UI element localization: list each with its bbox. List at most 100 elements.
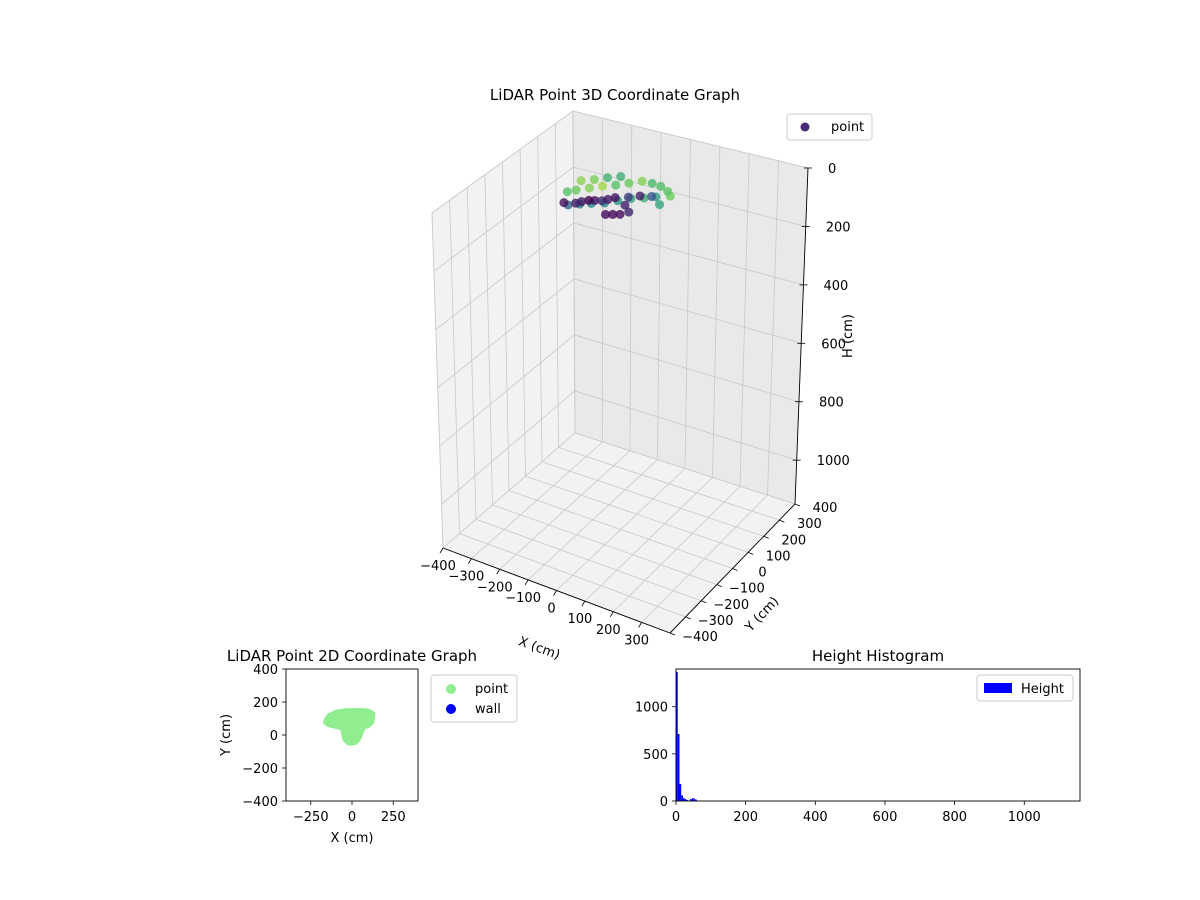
x-tick-3d — [439, 547, 444, 554]
y-tick-3d — [763, 535, 769, 539]
x-tick-label-3d: −200 — [477, 580, 513, 595]
data-2d — [323, 707, 376, 746]
x-tick-label-histogram: 800 — [942, 810, 967, 825]
histogram-bar — [695, 799, 697, 801]
point-3d — [624, 178, 634, 188]
chart-2d: LiDAR Point 2D Coordinate Graph −250 0 250… — [219, 647, 518, 846]
grid-line-z — [439, 334, 800, 447]
grid-line-y-wall — [554, 123, 559, 448]
x-tick-label-histogram: 1000 — [1008, 810, 1041, 825]
x-tick-label-3d: −300 — [449, 570, 485, 585]
grid-line-y — [475, 518, 702, 602]
histogram-bar — [686, 800, 689, 801]
histogram-bar — [676, 671, 678, 801]
point-3d — [603, 173, 613, 183]
y-axis-label-2d: Y (cm) — [219, 714, 234, 757]
grid-line-y-wall — [502, 161, 510, 491]
legend-3d-frame — [786, 113, 873, 141]
z-axis-label-3d: H (cm) — [841, 314, 856, 358]
point-3d — [576, 176, 586, 186]
histogram-bar — [693, 798, 696, 801]
y-tick-label-2d: 400 — [253, 663, 278, 678]
z-tick-label-3d: 400 — [823, 279, 848, 294]
point-3d — [655, 200, 665, 210]
z-tick-label-3d: 1000 — [817, 454, 850, 469]
grid-line-y-wall — [484, 174, 493, 505]
point-3d — [615, 209, 625, 219]
point-3d — [603, 194, 613, 204]
x-axis-label-3d: X (cm) — [516, 634, 562, 663]
y-tick-label-2d: −200 — [242, 762, 278, 777]
y-tick-label-histogram: 0 — [660, 795, 668, 810]
y-tick-label-2d: 0 — [270, 729, 278, 744]
histogram-bar — [682, 798, 685, 801]
chart-3d-title: LiDAR Point 3D Coordinate Graph — [490, 86, 740, 104]
y-tick-label-3d: 400 — [813, 501, 838, 516]
chart-histogram: Height Histogram 0 200 400 600 800 1000 0 500 10… — [635, 647, 1081, 825]
y-tick-label-3d: 0 — [758, 566, 766, 581]
ticks-histogram: 0 200 400 600 800 1000 0 500 1000 — [635, 701, 1041, 825]
x-tick-label-2d: 250 — [381, 810, 406, 825]
grid-line-y — [541, 461, 764, 537]
grid-line-y-wall — [431, 212, 444, 549]
histogram-bars — [676, 671, 697, 801]
y-tick-3d — [701, 600, 707, 604]
legend-3d-label: point — [831, 120, 864, 135]
plot-frame-histogram — [675, 668, 1081, 802]
grid-line-z — [435, 222, 804, 330]
y-tick-label-histogram: 500 — [643, 748, 668, 763]
x-tick-label-3d: −100 — [505, 591, 541, 606]
legend-3d: point — [786, 113, 873, 141]
x-tick-3d — [524, 579, 529, 586]
grid-line-y-wall — [519, 149, 526, 477]
point-3d — [616, 172, 626, 182]
point-3d — [663, 186, 673, 196]
y-tick-label-histogram: 1000 — [635, 701, 668, 716]
point-3d — [601, 209, 611, 219]
point-3d — [624, 207, 634, 217]
y-tick-3d — [669, 632, 676, 636]
y-tick-label-2d: 200 — [253, 696, 278, 711]
y-tick-3d — [685, 616, 691, 620]
grid-line-y — [508, 490, 733, 569]
chart-2d-title: LiDAR Point 2D Coordinate Graph — [227, 647, 477, 665]
x-tick-label-3d: 200 — [596, 623, 621, 638]
grid-line-z — [441, 390, 797, 505]
z-axis-line — [794, 167, 809, 505]
histogram-bar — [684, 799, 687, 801]
grid-line-y-wall — [449, 200, 460, 534]
point-3d — [577, 197, 587, 207]
chart-3d: LiDAR Point 3D Coordinate Graph −400−300… — [420, 86, 873, 663]
point-3d — [637, 176, 647, 186]
legend-histogram-frame — [976, 674, 1074, 702]
grid-line-x-wall — [712, 146, 721, 478]
ticks-2d: −250 0 250 −400 −200 0 200 400 — [242, 663, 405, 825]
legend-histogram-label: Height — [1021, 682, 1064, 697]
x-tick-label-3d: 300 — [624, 633, 649, 648]
point-3d — [559, 198, 569, 208]
point-3d — [623, 192, 633, 202]
y-tick-label-3d: −200 — [713, 598, 749, 613]
y-tick-label-3d: −300 — [698, 614, 734, 629]
y-tick-label-3d: −100 — [729, 582, 765, 597]
z-tick-label-3d: 800 — [819, 396, 844, 411]
x-axis-label-2d: X (cm) — [331, 831, 374, 846]
grid-line-x-wall — [684, 139, 691, 469]
grid-line-z — [433, 166, 806, 272]
point-3d — [620, 200, 630, 210]
legend-2d-wall-marker — [446, 704, 456, 714]
grid-line-y — [459, 533, 686, 618]
histogram-title: Height Histogram — [812, 647, 944, 665]
point-3d — [611, 180, 621, 190]
x-tick-3d — [581, 600, 586, 607]
x-tick-3d — [468, 558, 472, 564]
legend-3d-marker — [800, 122, 810, 132]
points-3d — [559, 172, 675, 219]
point-3d — [589, 175, 599, 185]
point-cloud-2d — [323, 707, 376, 746]
y-tick-label-3d: 300 — [797, 517, 822, 532]
z-tick-label-3d: 600 — [821, 337, 846, 352]
point-3d — [635, 191, 645, 201]
